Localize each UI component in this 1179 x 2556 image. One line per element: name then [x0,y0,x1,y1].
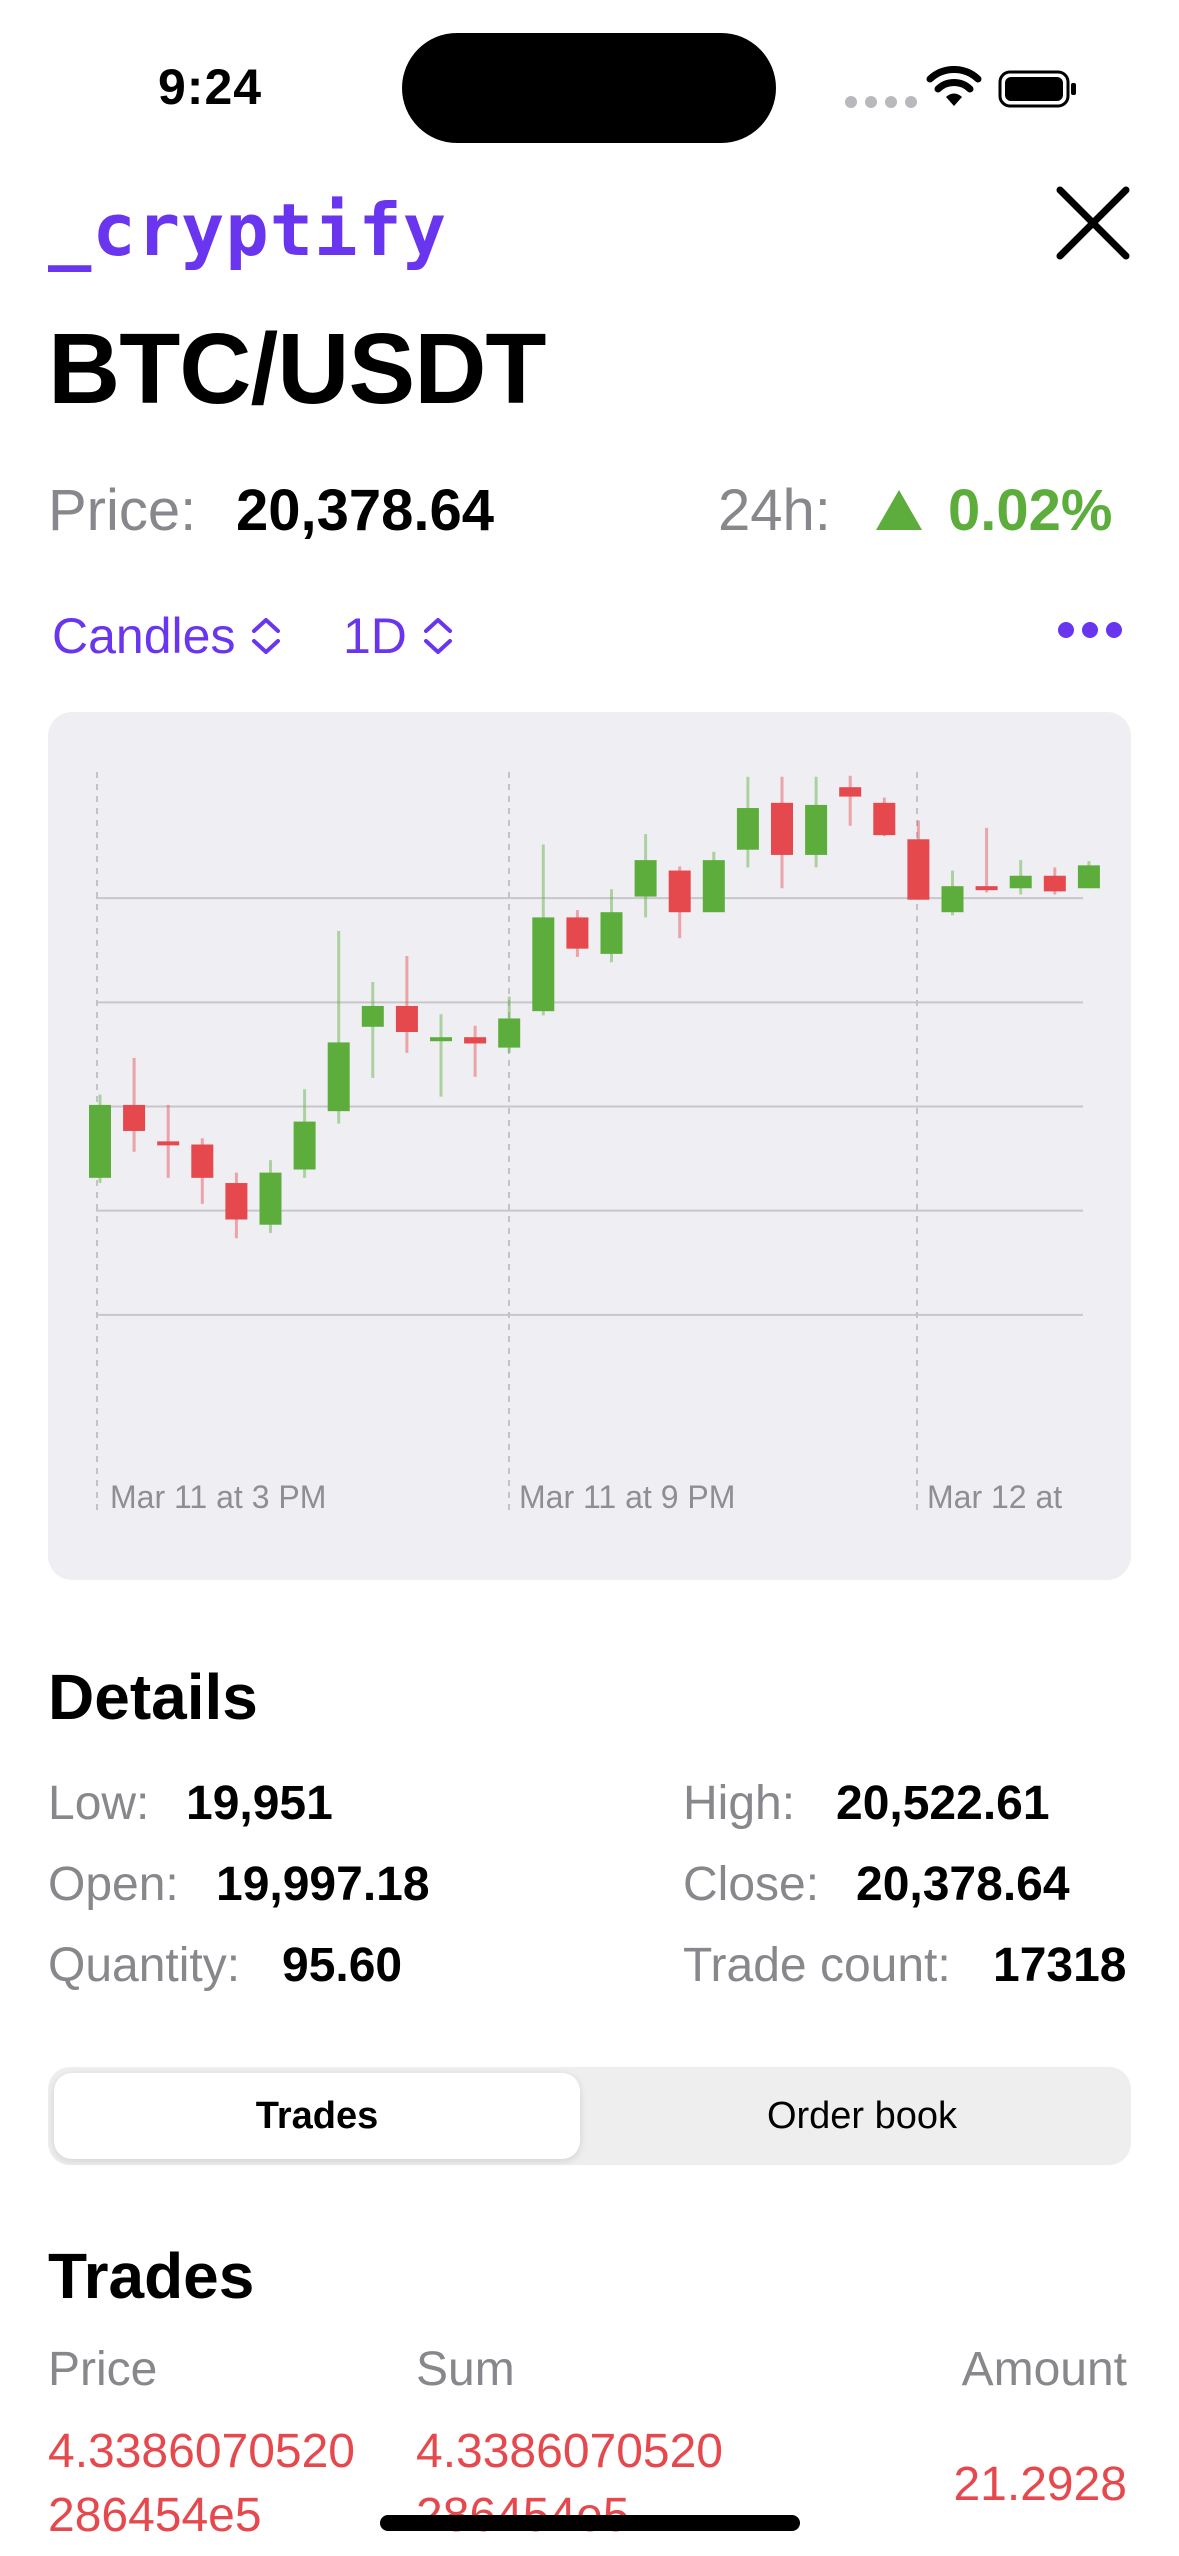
candle-body [771,802,793,855]
x-tick-label: Mar 12 at [927,1479,1062,1515]
chevron-up-down-icon [252,618,281,654]
change-value: 0.02% [948,478,1113,543]
trade-count-value: 17318 [993,1939,1127,1992]
candlestick-chart[interactable]: Mar 11 at 3 PM Mar 11 at 9 PM Mar 12 at [48,712,1131,1580]
quantity-label: Quantity: [48,1939,241,1992]
candle-body [975,886,998,891]
more-options-icon[interactable] [1058,622,1122,638]
low-value: 19,951 [186,1777,333,1830]
chart-svg: Mar 11 at 3 PM Mar 11 at 9 PM Mar 12 at [89,772,1100,1515]
trade-price-line: 4.3386070520 [48,2425,355,2478]
candle-body [395,1005,418,1032]
x-tick-label: Mar 11 at 9 PM [519,1479,735,1515]
candle-body [191,1144,214,1178]
high-label: High: [683,1777,796,1830]
brand-logo: _cryptify [48,188,448,272]
candle-body [123,1104,146,1131]
x-tick-label: Mar 11 at 3 PM [110,1479,326,1515]
close-label: Close: [683,1858,820,1911]
close-icon[interactable] [1054,184,1132,262]
candle-body [498,1018,521,1048]
price-value: 20,378.64 [236,478,495,543]
wifi-icon [926,66,982,106]
candle-body [634,860,657,897]
trades-orderbook-segmented-control: Trades Order book [48,2067,1131,2165]
price-label: Price: [48,478,197,543]
candle-body [361,1005,384,1027]
trade-amount: 21.2928 [953,2458,1127,2511]
chart-type-selector[interactable]: Candles [52,607,283,665]
high-value: 20,522.61 [836,1777,1050,1830]
candle-body [327,1042,350,1112]
column-header-price: Price [48,2343,158,2396]
candle-body [464,1037,487,1044]
candle-body [736,808,759,850]
details-title: Details [48,1661,258,1733]
status-time: 9:24 [158,59,263,115]
candle-body [668,870,691,913]
candle-body [1077,865,1100,889]
segment-trades[interactable]: Trades [255,2095,379,2137]
chart-grid [96,772,1083,1512]
chart-candles [89,775,1100,1239]
trade-price-line: 286454e5 [48,2489,262,2542]
segment-selection-indicator [54,2073,580,2159]
chart-type-label: Candles [52,608,236,664]
home-indicator [380,2515,800,2531]
open-label: Open: [48,1858,179,1911]
battery-icon [998,70,1076,108]
close-value: 20,378.64 [856,1858,1070,1911]
candle-body [89,1104,111,1178]
pair-title: BTC/USDT [48,313,547,425]
column-header-amount: Amount [961,2343,1127,2396]
candle-body [1043,875,1066,892]
low-label: Low: [48,1777,150,1830]
cellular-signal-icon [845,96,917,108]
candle-body [702,860,725,913]
segment-order-book[interactable]: Order book [766,2095,958,2137]
candle-body [907,839,930,900]
range-label: 1D [343,608,407,664]
open-value: 19,997.18 [216,1858,430,1911]
candle-body [873,802,896,836]
range-selector[interactable]: 1D [343,607,455,665]
candle-body [1009,875,1032,889]
candle-body [600,912,623,954]
candle-body [839,787,862,797]
trade-count-label: Trade count: [683,1939,951,1992]
candle-body [805,804,828,855]
candle-body [941,886,964,913]
candle-body [566,917,589,949]
trades-title: Trades [48,2240,255,2312]
candle-body [225,1183,248,1220]
candle-body [157,1141,180,1146]
candle-body [259,1172,282,1225]
column-header-sum: Sum [416,2343,515,2396]
candle-body [430,1037,452,1042]
trade-sum-line: 4.3386070520 [416,2425,723,2478]
candle-body [293,1121,316,1170]
change-label: 24h: [718,478,831,543]
up-triangle-icon [876,490,922,530]
candle-body [532,917,555,1012]
trade-price: 4.3386070520 286454e5 [48,2420,355,2548]
dynamic-island [402,33,776,143]
chevron-up-down-icon [423,618,452,654]
quantity-value: 95.60 [282,1939,403,1992]
